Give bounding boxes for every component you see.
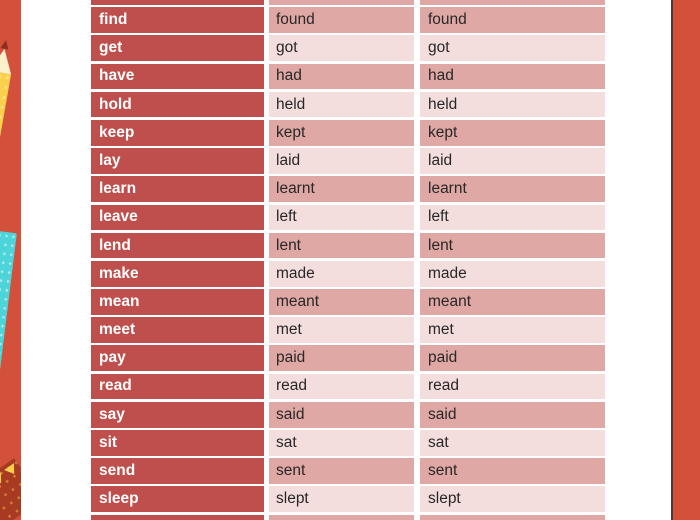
cell-base-verb (91, 514, 264, 520)
table-row-partial (91, 0, 605, 5)
table-row: pay paid paid (91, 345, 605, 372)
cell-past-participle: lent (420, 232, 605, 259)
table-row: mean meant meant (91, 289, 605, 315)
table-row: get got got (91, 35, 605, 62)
cell-past-participle: held (420, 91, 605, 118)
cell-past-participle: slept (420, 486, 605, 513)
cell-past-participle: left (420, 204, 605, 231)
yellow-pencil-icon (0, 38, 17, 234)
cell-base-verb: sleep (91, 486, 264, 513)
right-background-strip (673, 0, 700, 520)
cell-past-participle: sat (420, 430, 605, 456)
cyan-pencil-icon (0, 230, 17, 447)
cell-past-participle: kept (420, 119, 605, 146)
table-row: meet met met (91, 317, 605, 343)
cell-base-verb: get (91, 35, 264, 62)
cell-past-participle: read (420, 373, 605, 400)
tape-triangle (4, 463, 20, 478)
tape-triangle (0, 472, 7, 487)
table-row: lend lent lent (91, 232, 605, 259)
cell-past-participle: paid (420, 345, 605, 372)
table-row: make made made (91, 260, 605, 287)
cell-base-verb: read (91, 373, 264, 400)
cell-past-simple (269, 514, 414, 520)
cell-past-participle: got (420, 35, 605, 62)
cell-base-verb: learn (91, 176, 264, 202)
cell-base-verb: keep (91, 119, 264, 146)
table-row: keep kept kept (91, 119, 605, 146)
pencil-body (0, 70, 12, 234)
cell-past-simple: laid (269, 148, 414, 174)
cell-past-simple: got (269, 35, 414, 62)
cell-past-participle: said (420, 401, 605, 428)
cell-past-participle: sent (420, 458, 605, 484)
cell-past-simple: said (269, 401, 414, 428)
cell-past-simple: found (269, 7, 414, 33)
cell-past-participle: made (420, 260, 605, 287)
cell-base-verb: mean (91, 289, 264, 315)
cell-base-verb: leave (91, 204, 264, 231)
cell-base-verb: pay (91, 345, 264, 372)
cell-past-simple: kept (269, 119, 414, 146)
left-background-strip (0, 0, 21, 520)
table-row: find found found (91, 7, 605, 33)
table-row: send sent sent (91, 458, 605, 484)
cell-past-simple: read (269, 373, 414, 400)
pencil-wood-tip (0, 46, 16, 75)
cell-base-verb: lend (91, 232, 264, 259)
table-row: sleep slept slept (91, 486, 605, 513)
patterned-tape-icon (0, 458, 21, 520)
cell-past-simple: meant (269, 289, 414, 315)
cell-past-simple: slept (269, 486, 414, 513)
cell-past-simple: sat (269, 430, 414, 456)
table-row: lay laid laid (91, 148, 605, 174)
cell-past-simple: held (269, 91, 414, 118)
cell-base-verb: make (91, 260, 264, 287)
cell-base-verb: sit (91, 430, 264, 456)
pencil-body (0, 230, 17, 447)
cell-base-verb: say (91, 401, 264, 428)
cell-past-participle (420, 514, 605, 520)
page-edge-shadow (671, 0, 674, 520)
cell-past-simple: learnt (269, 176, 414, 202)
table-row: hold held held (91, 91, 605, 118)
cell-past-participle (420, 0, 605, 5)
cell-past-participle: learnt (420, 176, 605, 202)
cell-past-simple: made (269, 260, 414, 287)
verbs-table: find found found get got got have had had hold hel… (91, 0, 605, 520)
table-row: have had had (91, 63, 605, 90)
cell-past-simple: met (269, 317, 414, 343)
cell-past-participle: laid (420, 148, 605, 174)
cell-base-verb: send (91, 458, 264, 484)
cell-past-participle: had (420, 63, 605, 90)
cell-past-participle: found (420, 7, 605, 33)
cell-past-simple: paid (269, 345, 414, 372)
cell-base-verb: hold (91, 91, 264, 118)
cell-past-participle: meant (420, 289, 605, 315)
cell-past-simple: sent (269, 458, 414, 484)
cell-base-verb: have (91, 63, 264, 90)
table-row: read read read (91, 373, 605, 400)
cell-past-participle: met (420, 317, 605, 343)
cell-base-verb: find (91, 7, 264, 33)
cell-base-verb (91, 0, 264, 5)
cell-base-verb: lay (91, 148, 264, 174)
cell-past-simple: lent (269, 232, 414, 259)
table-row: sit sat sat (91, 430, 605, 456)
table-row: leave left left (91, 204, 605, 231)
table-row: learn learnt learnt (91, 176, 605, 202)
cell-base-verb: meet (91, 317, 264, 343)
table-row: say said said (91, 401, 605, 428)
cell-past-simple: left (269, 204, 414, 231)
cell-past-simple: had (269, 63, 414, 90)
table-row-partial (91, 514, 605, 520)
cell-past-simple (269, 0, 414, 5)
